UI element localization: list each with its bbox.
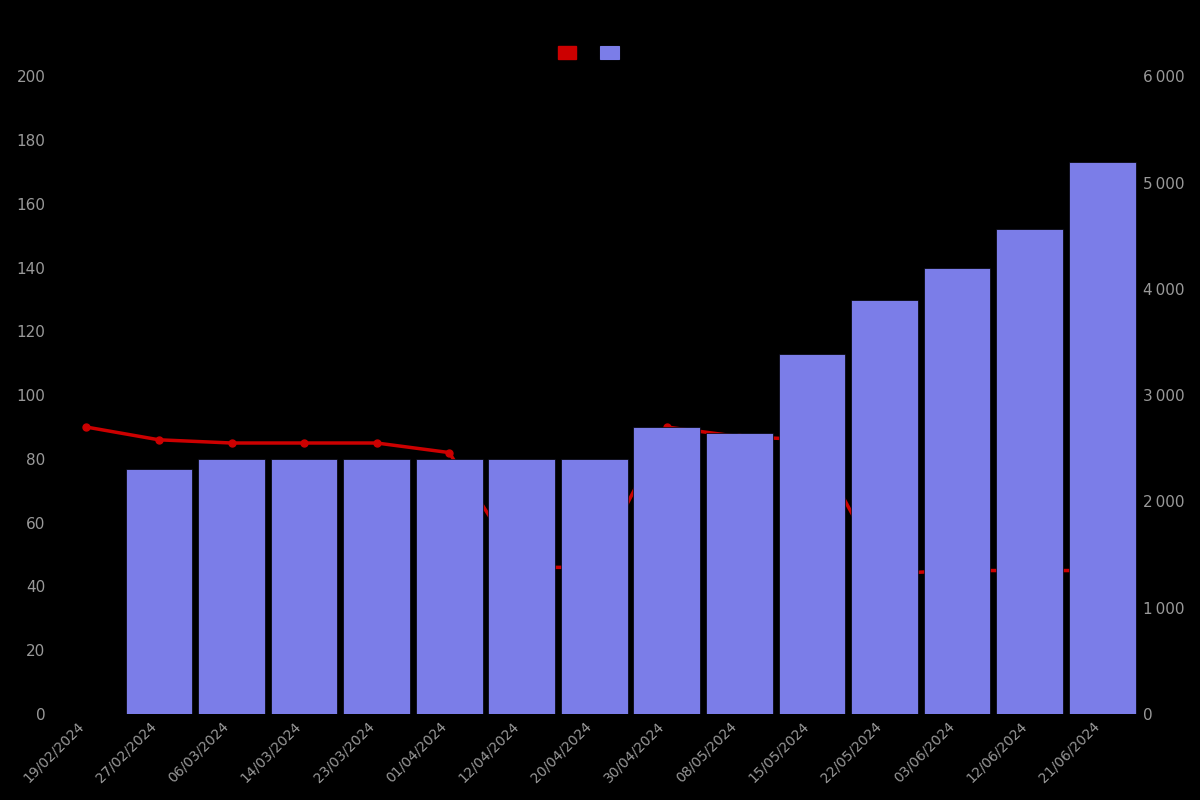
Bar bbox=[271, 459, 337, 714]
Bar bbox=[416, 459, 482, 714]
Bar bbox=[996, 230, 1063, 714]
Bar bbox=[488, 459, 556, 714]
Bar bbox=[560, 459, 628, 714]
Bar bbox=[851, 299, 918, 714]
Bar bbox=[198, 459, 265, 714]
Bar bbox=[1069, 162, 1135, 714]
Bar bbox=[634, 427, 701, 714]
Bar bbox=[706, 434, 773, 714]
Bar bbox=[126, 469, 192, 714]
Bar bbox=[924, 268, 990, 714]
Bar bbox=[779, 354, 845, 714]
Legend: , : , bbox=[558, 46, 631, 61]
Bar bbox=[343, 459, 410, 714]
